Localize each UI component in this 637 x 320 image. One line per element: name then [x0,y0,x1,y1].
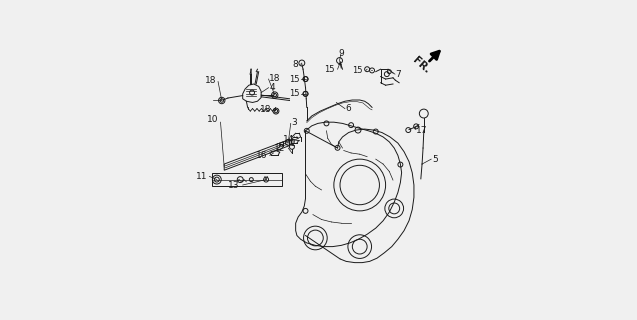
Text: 4: 4 [269,83,275,92]
Text: FR.: FR. [411,55,432,76]
Text: 9: 9 [338,49,344,58]
Text: 7: 7 [396,70,401,79]
Text: 13: 13 [228,180,240,189]
Text: 16: 16 [256,151,268,160]
Text: 14: 14 [283,135,294,144]
Text: 8: 8 [292,60,298,69]
Text: 5: 5 [432,155,438,164]
Text: 18: 18 [261,105,272,114]
Text: 1: 1 [290,139,296,148]
Text: 18: 18 [269,74,281,83]
Text: 15: 15 [289,89,299,98]
Text: 12: 12 [275,144,286,153]
Text: 10: 10 [206,115,218,124]
Text: 15: 15 [289,75,299,84]
Text: 15: 15 [325,65,335,74]
Text: 18: 18 [204,76,216,85]
Text: 11: 11 [196,172,207,181]
Text: 6: 6 [346,104,352,113]
Text: 2: 2 [276,143,281,152]
Text: 17: 17 [416,125,427,135]
Text: 3: 3 [292,118,297,127]
Text: 15: 15 [352,66,363,75]
